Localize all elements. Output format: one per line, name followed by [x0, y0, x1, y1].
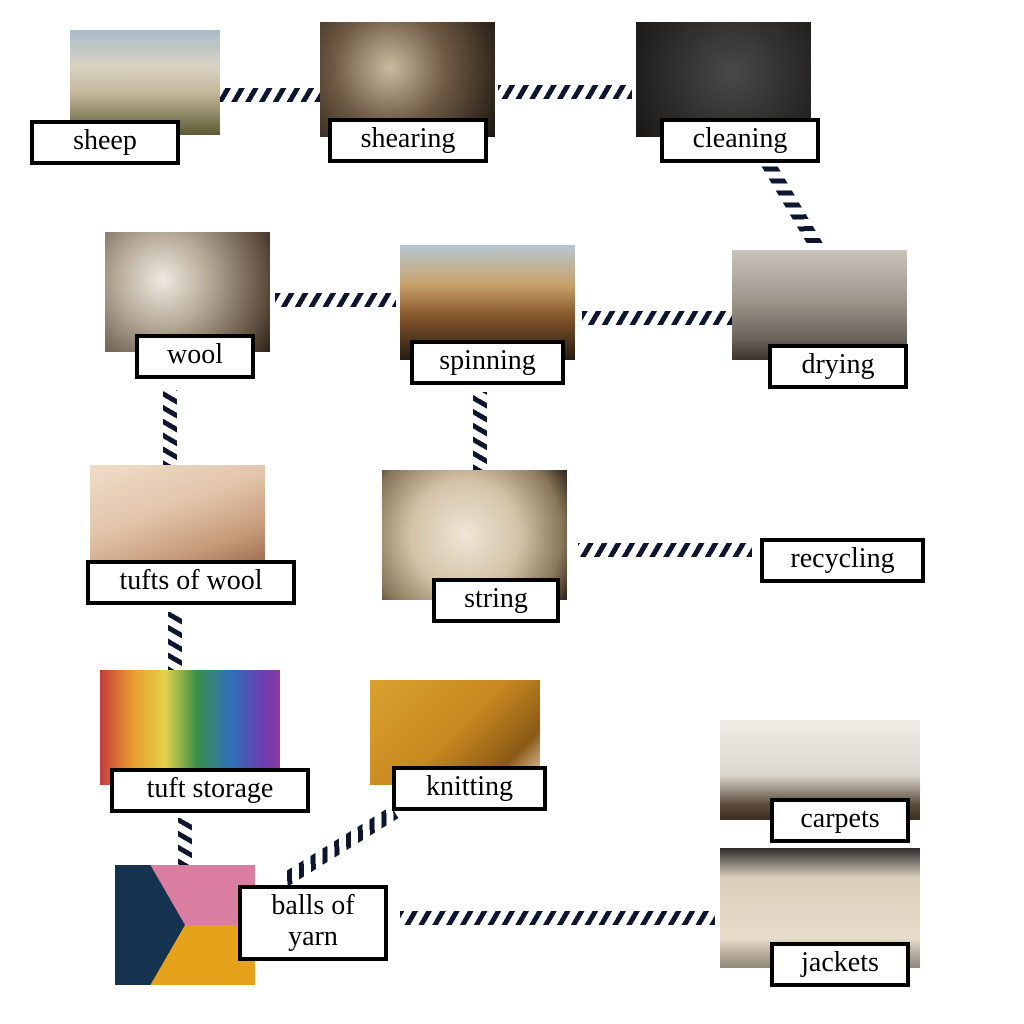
diagram-stage: sheep shearing cleaning drying spinning wool t…	[0, 0, 1024, 1024]
connector-balls-knitting	[281, 806, 398, 886]
label-knitting: knitting	[392, 766, 547, 811]
label-jackets: jackets	[770, 942, 910, 987]
label-tufts: tufts of wool	[86, 560, 296, 605]
label-string: string	[432, 578, 560, 623]
label-wool: wool	[135, 334, 255, 379]
label-tuft_storage: tuft storage	[110, 768, 310, 813]
connector-string-recycling	[578, 543, 752, 557]
label-cleaning: cleaning	[660, 118, 820, 163]
label-carpets: carpets	[770, 798, 910, 843]
connector-spinning-string	[473, 392, 487, 470]
thumb-balls	[115, 865, 255, 985]
label-spinning: spinning	[410, 340, 565, 385]
connector-wool-tufts	[163, 390, 177, 466]
connector-shearing-cleaning	[498, 85, 632, 99]
label-shearing: shearing	[328, 118, 488, 163]
connector-spinning-wool	[275, 293, 396, 307]
connector-drying-spinning	[582, 311, 735, 325]
connector-tufts-tuft_storage	[168, 612, 182, 672]
label-balls: balls of yarn	[238, 885, 388, 961]
label-recycling: recycling	[760, 538, 925, 583]
label-drying: drying	[768, 344, 908, 389]
connector-cleaning-drying	[761, 158, 826, 255]
label-sheep: sheep	[30, 120, 180, 165]
connector-balls-jackets	[400, 911, 715, 925]
connector-sheep-shearing	[210, 88, 320, 102]
